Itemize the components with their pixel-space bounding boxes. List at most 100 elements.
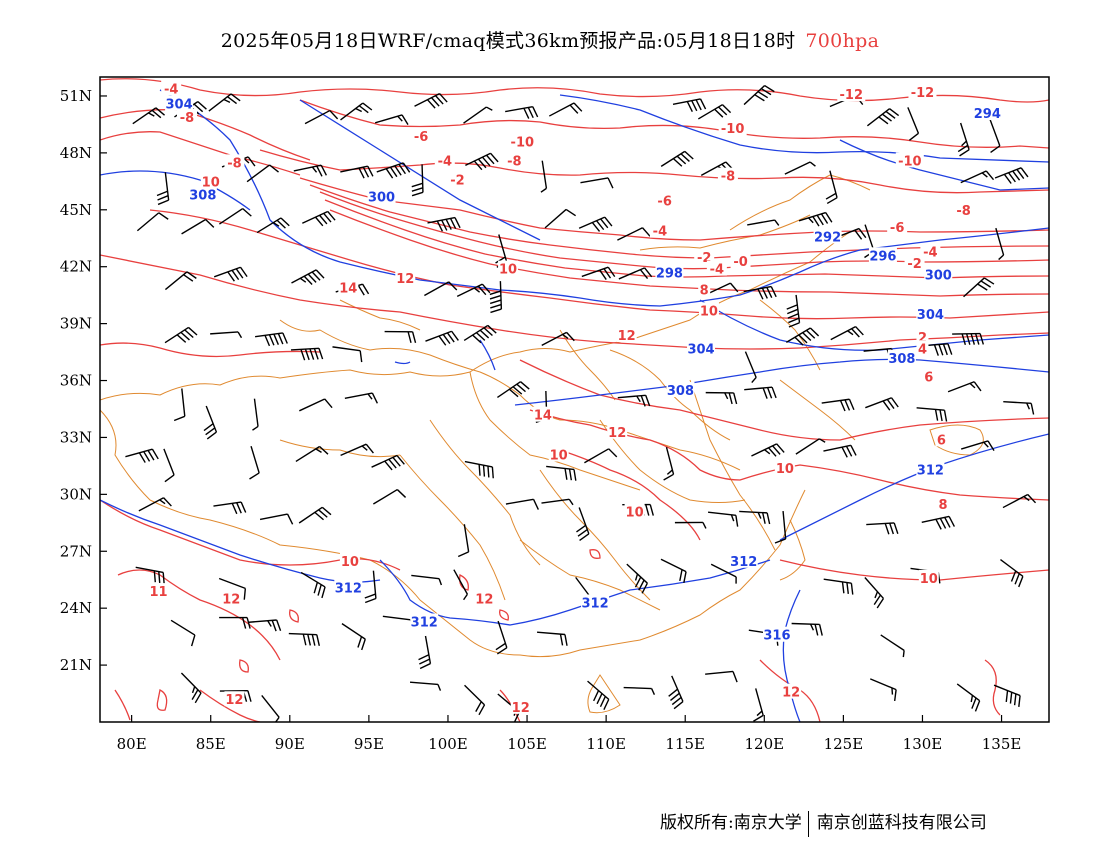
height-label: 312: [411, 615, 438, 630]
height-label-bg: [887, 349, 916, 365]
title-level: 700hpa: [805, 30, 880, 52]
temperature-label-bg: [474, 590, 495, 606]
temperature-label-bg: [781, 683, 802, 699]
wind-barb: [259, 513, 294, 525]
wind-barb: [963, 277, 995, 298]
lon-tick-label: 100E: [428, 735, 468, 753]
temperature-label-bg: [654, 192, 675, 208]
temperature-label-bg: [339, 552, 360, 568]
height-label: 300: [368, 191, 395, 206]
wind-barb: [753, 688, 764, 722]
temperature-label: -4: [653, 225, 667, 240]
temperature-label-bg: [916, 328, 929, 344]
wind-barb: [798, 211, 833, 227]
temperature-label-bg: [395, 270, 416, 286]
height-labels: 304 308 300 292 296 300 304 304 308 308 312 312 312 3…: [165, 95, 1002, 644]
temperature-label: -10: [721, 122, 745, 137]
temperature-label-bg: [698, 281, 711, 297]
wind-barb: [505, 498, 539, 510]
temperature-label-bg: [730, 253, 751, 269]
wind-barb: [697, 104, 732, 120]
height-label: 308: [888, 352, 915, 367]
wind-barb: [584, 448, 618, 464]
wind-barbs: [125, 84, 1037, 722]
height-label: 312: [730, 555, 757, 570]
wind-barb: [125, 448, 159, 463]
temperature-label: -8: [180, 111, 194, 126]
height-label-bg: [729, 552, 758, 568]
temperature-label: 10: [626, 505, 644, 520]
temperature-label-bg: [694, 249, 715, 265]
wind-barb: [213, 501, 247, 515]
wind-barb: [293, 164, 328, 177]
wind-barb: [541, 498, 574, 506]
temperature-label: 12: [782, 686, 800, 701]
wind-barb: [536, 631, 568, 646]
wind-barb: [705, 670, 738, 683]
height-label-bg: [762, 626, 791, 642]
temperature-label: 10: [700, 304, 718, 319]
wind-barb: [418, 635, 432, 670]
wind-barb: [1002, 493, 1037, 509]
height-label-bg: [916, 461, 945, 477]
temperature-label: -8: [507, 154, 521, 169]
wind-barb: [138, 497, 172, 512]
temperature-label-bg: [904, 254, 925, 270]
temperature-label-bg: [717, 167, 738, 183]
temperature-label: 2: [918, 331, 927, 346]
temperature-label: -8: [721, 170, 735, 185]
wind-barb: [170, 619, 196, 647]
wind-barb: [744, 351, 757, 383]
wind-barb: [219, 208, 252, 225]
temperature-label-bg: [908, 84, 937, 100]
temperature-label-bg: [718, 120, 747, 136]
temperature-label-bg: [937, 495, 950, 511]
wind-barb: [578, 216, 613, 232]
temperature-label: 8: [939, 498, 948, 513]
temperature-label: 12: [618, 329, 636, 344]
lat-tick-label: 24N: [60, 599, 92, 617]
height-label-bg: [367, 188, 396, 204]
temperature-label: -10: [511, 136, 535, 151]
lon-tick-label: 120E: [745, 735, 785, 753]
temperature-label: -12: [911, 86, 935, 101]
height-label: 304: [166, 98, 193, 113]
wind-barb: [208, 93, 241, 112]
wind-barb: [332, 346, 363, 363]
wind-barb: [256, 217, 290, 234]
height-label-bg: [188, 186, 217, 202]
temperature-label: -4: [164, 82, 178, 97]
wind-barb: [135, 566, 165, 584]
lon-tick-label: 105E: [507, 735, 547, 753]
temperature-label-bg: [920, 243, 941, 259]
wind-barb: [668, 675, 684, 710]
temperature-label: -6: [657, 194, 671, 209]
wind-barb: [164, 326, 198, 344]
wind-barb: [156, 172, 170, 206]
temperature-label: 10: [202, 175, 220, 190]
wind-barb: [580, 177, 614, 189]
lat-tick-label: 42N: [60, 258, 92, 276]
temperature-label: -6: [890, 221, 904, 236]
longitude-axis: 80E 85E 90E 95E 100E 105E 110E 115E 120E 125E 130E…: [117, 715, 1021, 753]
wind-barb: [866, 108, 900, 127]
wind-barb: [956, 683, 981, 712]
wind-barb: [587, 680, 610, 710]
temperature-label-bg: [698, 302, 719, 318]
height-label-bg: [666, 382, 695, 398]
wind-barb: [821, 398, 855, 412]
wind-barb: [864, 577, 885, 609]
height-label-bg: [916, 306, 945, 322]
wind-barb: [376, 162, 411, 179]
temperature-label-bg: [508, 133, 537, 149]
lon-tick-label: 125E: [824, 735, 864, 753]
wind-barb: [249, 445, 260, 480]
wind-barb: [411, 574, 443, 586]
temperature-label-bg: [953, 201, 974, 217]
copyright-footer: 版权所有:南京大学 南京创蓝科技有限公司: [660, 808, 987, 837]
height-label-bg: [924, 266, 953, 282]
lon-tick-label: 80E: [117, 735, 147, 753]
lon-tick-label: 115E: [665, 735, 705, 753]
lon-tick-label: 95E: [354, 735, 384, 753]
